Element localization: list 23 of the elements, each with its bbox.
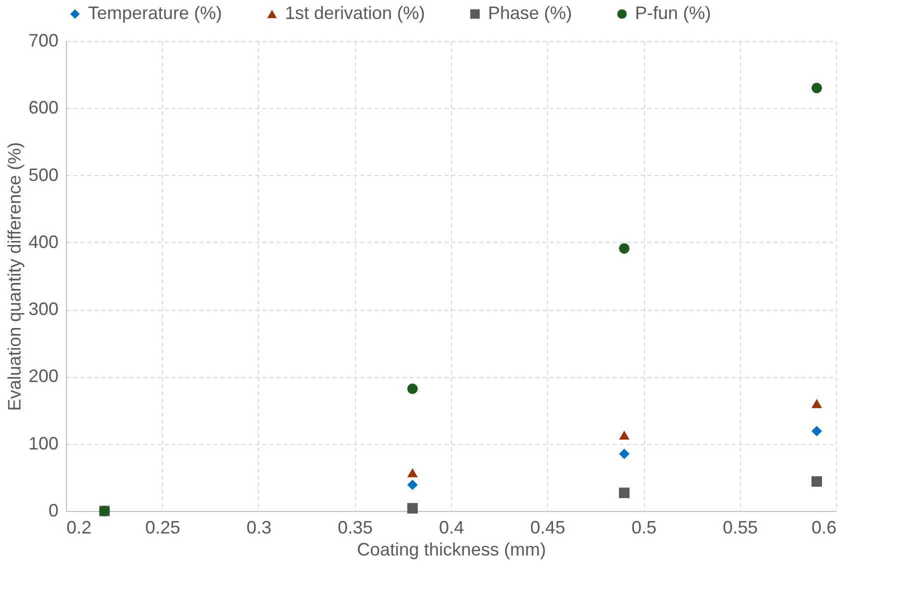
- y-tick-label: 300: [28, 299, 58, 320]
- x-tick-label: 0.4: [438, 518, 464, 538]
- y-tick-label: 600: [28, 98, 58, 118]
- x-tick-label: 0.55: [722, 518, 758, 538]
- x-tick-label: 0.6: [811, 518, 836, 538]
- legend-label: P-fun (%): [635, 3, 712, 23]
- x-tick-label: 0.3: [246, 518, 272, 538]
- y-tick-label: 700: [28, 30, 58, 50]
- y-tick-label: 200: [28, 366, 58, 386]
- x-tick-label: 0.45: [530, 518, 566, 538]
- x-axis-title: Coating thickness (mm): [356, 540, 546, 560]
- y-axis-title: Evaluation quantity difference (%): [4, 142, 24, 411]
- legend-label: Temperature (%): [88, 3, 222, 23]
- legend-label: Phase (%): [488, 3, 572, 23]
- x-tick-label: 0.5: [631, 518, 657, 538]
- x-tick-label: 0.35: [338, 518, 373, 538]
- y-tick-label: 0: [48, 500, 58, 520]
- y-tick-label: 100: [28, 433, 58, 454]
- y-tick-label: 500: [28, 164, 58, 185]
- x-tick-label: 0.25: [145, 518, 180, 538]
- legend-label: 1st derivation (%): [285, 3, 426, 23]
- y-tick-label: 400: [28, 232, 58, 252]
- x-tick-label: 0.2: [66, 518, 92, 538]
